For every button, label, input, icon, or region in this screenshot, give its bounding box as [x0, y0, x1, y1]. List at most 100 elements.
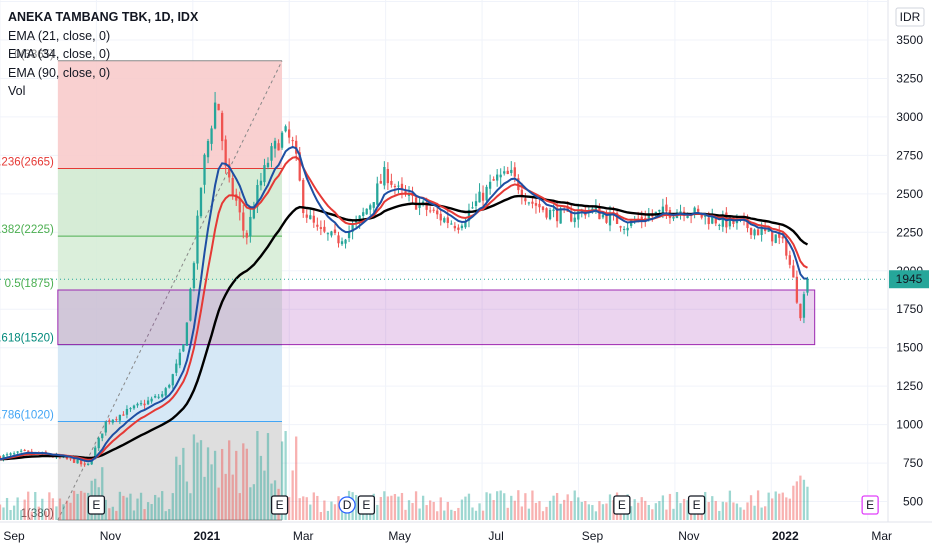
- candle-body: [481, 192, 485, 201]
- candle-body: [760, 228, 763, 235]
- candle-body: [485, 186, 488, 201]
- candle-body: [524, 198, 527, 202]
- fib-zone: [57, 168, 283, 237]
- indicator-ema-90[interactable]: EMA (90, close, 0): [8, 65, 111, 80]
- volume-bar: [697, 511, 700, 520]
- candle-body: [510, 169, 513, 174]
- volume-bar: [450, 509, 453, 520]
- volume-bar: [235, 450, 238, 520]
- volume-bar: [231, 474, 234, 520]
- candle-body: [231, 177, 234, 196]
- volume-bar: [718, 510, 721, 520]
- volume-bar: [37, 506, 40, 520]
- volume-bar: [728, 490, 732, 520]
- price-zone-rect: [57, 289, 816, 346]
- volume-bar: [407, 500, 411, 520]
- candle-body: [541, 206, 545, 211]
- volume-bar: [206, 447, 210, 520]
- volume-bar: [390, 495, 393, 520]
- price-tick-label: 2500: [896, 187, 923, 201]
- candle-body: [20, 450, 23, 452]
- candle-body: [270, 146, 273, 161]
- candle-body: [390, 180, 393, 185]
- candle-body: [171, 374, 174, 386]
- volume-bar: [319, 511, 323, 520]
- volume-bar: [488, 493, 492, 520]
- volume-bar: [326, 510, 330, 520]
- volume-bar: [675, 492, 679, 520]
- ema-lines: [0, 145, 809, 463]
- candle-body: [778, 232, 781, 238]
- volume-bar: [344, 511, 347, 520]
- candle-body: [199, 187, 203, 217]
- volume-bar: [573, 490, 576, 520]
- volume-bar: [453, 511, 457, 520]
- candle-body: [69, 458, 72, 460]
- candle-body: [118, 414, 122, 421]
- volume-bar: [506, 507, 509, 520]
- candle-body: [284, 126, 287, 132]
- candle-body: [372, 202, 375, 208]
- indicator-volume[interactable]: Vol: [8, 84, 26, 98]
- volume-bar: [439, 497, 442, 520]
- volume-bar: [601, 504, 605, 520]
- candle-body: [626, 227, 629, 231]
- volume-bar: [400, 492, 404, 520]
- volume-bar: [125, 497, 129, 520]
- candle-body: [478, 191, 481, 203]
- indicator-ema-34[interactable]: EMA (34, close, 0): [8, 47, 111, 61]
- volume-bar: [379, 496, 382, 520]
- time-tick-label: Nov: [678, 529, 699, 543]
- candle-body: [192, 263, 196, 289]
- indicator-ema-21[interactable]: EMA (21, close, 0): [8, 28, 111, 43]
- volume-bar: [309, 504, 312, 520]
- candle-body: [679, 211, 682, 213]
- candle-body: [298, 152, 301, 181]
- candle-body: [178, 352, 181, 366]
- volume-bar: [386, 496, 390, 520]
- last-price-label: 1945: [896, 272, 923, 286]
- volume-bar: [51, 498, 55, 520]
- volume-bar: [305, 497, 308, 520]
- candle-body: [622, 228, 626, 230]
- volume-bar: [44, 511, 47, 520]
- volume-bar: [58, 498, 62, 520]
- volume-bar: [2, 507, 5, 520]
- volume-bar: [192, 434, 196, 520]
- volume-bar: [735, 503, 739, 520]
- time-tick-label: Sep: [3, 529, 25, 543]
- earnings-marker: [87, 495, 106, 515]
- candle-body: [573, 217, 576, 223]
- volume-bar: [210, 464, 213, 520]
- candle-body: [488, 181, 492, 189]
- candle-body: [711, 216, 714, 224]
- candle-body: [136, 403, 139, 406]
- volume-bar: [792, 485, 795, 520]
- candle-body: [700, 213, 703, 218]
- candle-body: [615, 212, 619, 224]
- candle-body: [421, 201, 425, 203]
- volume-bar: [499, 490, 502, 520]
- candle-body: [788, 255, 791, 265]
- candle-body: [319, 227, 323, 229]
- symbol-title[interactable]: ANEKA TAMBANG TBK, 1D, IDX: [8, 10, 199, 24]
- volume-bar: [55, 506, 58, 520]
- volume-bar: [238, 493, 241, 520]
- candle-body: [101, 433, 104, 439]
- volume-bar: [175, 456, 178, 520]
- volume-bar: [5, 497, 9, 520]
- candle-body: [756, 229, 760, 236]
- volume-bar: [795, 481, 799, 520]
- candle-body: [517, 178, 520, 191]
- candle-body: [559, 208, 562, 224]
- ema-21-line: [0, 145, 808, 463]
- price-tick-label: 3250: [896, 71, 923, 85]
- volume-bar: [312, 492, 315, 520]
- candle-body: [242, 212, 245, 231]
- volume-bar: [111, 506, 114, 520]
- volume-bar: [742, 509, 746, 520]
- volume-bar: [228, 440, 231, 520]
- candle-body: [0, 456, 2, 460]
